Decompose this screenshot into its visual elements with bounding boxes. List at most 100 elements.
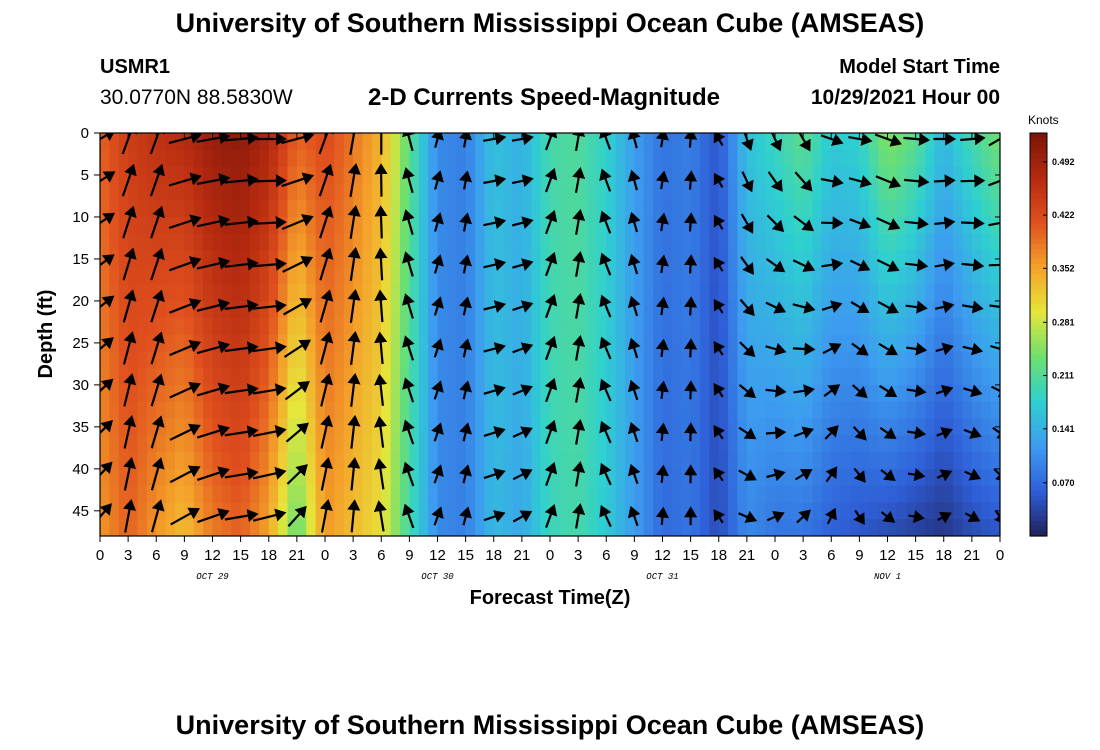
heatmap-cell [437, 133, 448, 151]
heatmap-cell [409, 233, 420, 252]
x-day-label: NOV 1 [874, 572, 901, 582]
heatmap-cell [925, 384, 935, 403]
heatmap-cell [268, 351, 279, 369]
heatmap-cell [906, 502, 917, 520]
heatmap-cell [212, 250, 223, 268]
heatmap-cell [128, 384, 139, 403]
heatmap-cell [493, 183, 504, 201]
heatmap-cell [287, 284, 298, 302]
heatmap-cell [925, 267, 935, 285]
heatmap-cell [587, 384, 598, 403]
current-vector-arrow [122, 247, 137, 281]
current-vector-arrow [168, 214, 202, 229]
heatmap-cell [418, 233, 429, 252]
heatmap-cell [484, 435, 495, 453]
heatmap-cell [925, 351, 935, 369]
heatmap-cell [146, 166, 157, 184]
heatmap-cell [906, 250, 917, 268]
heatmap-cell [718, 284, 729, 302]
heatmap-cell [212, 233, 223, 252]
heatmap-cell [756, 401, 767, 420]
heatmap-cell [850, 384, 860, 403]
heatmap-cell [146, 468, 157, 487]
heatmap-cell [381, 384, 392, 403]
current-vector-arrow [347, 457, 361, 491]
heatmap-cell [409, 200, 420, 218]
heatmap-cell [737, 435, 748, 453]
current-vector-arrow [459, 338, 473, 358]
heatmap-cell [175, 166, 185, 184]
heatmap-cell [568, 233, 579, 252]
current-vector-arrow [100, 420, 113, 435]
heatmap-cell [193, 284, 204, 302]
heatmap-cell [390, 418, 401, 436]
heatmap-cell [287, 368, 298, 386]
heatmap-cell [325, 183, 335, 201]
heatmap-cell [184, 485, 195, 504]
chart-subtitle: 2-D Currents Speed-Magnitude [368, 84, 721, 111]
heatmap-cell [353, 250, 364, 268]
colorbar-segment [1030, 349, 1047, 356]
heatmap-cell [587, 351, 598, 369]
heatmap-cell [315, 351, 326, 369]
heatmap-cell [531, 233, 542, 252]
heatmap-cell [165, 149, 176, 168]
heatmap-cell [400, 317, 410, 336]
heatmap-cell [428, 133, 439, 151]
heatmap-cell [737, 519, 748, 536]
heatmap-cell [925, 435, 935, 453]
heatmap-cell [109, 368, 120, 386]
current-vector-arrow [224, 383, 259, 397]
heatmap-cell [587, 133, 598, 151]
current-vector-arrow [252, 383, 287, 397]
heatmap-cell [831, 502, 842, 520]
heatmap-cell [559, 519, 570, 536]
heatmap-cell [250, 435, 260, 453]
colorbar-segment [1030, 369, 1047, 376]
heatmap-cell [146, 485, 157, 504]
heatmap-cell [840, 435, 851, 453]
current-vector-arrow [874, 133, 902, 147]
colorbar-tick-label: 0.141 [1052, 424, 1075, 434]
heatmap-cell [887, 166, 898, 184]
heatmap-cell [381, 267, 392, 285]
heatmap-cell [587, 166, 598, 184]
heatmap-cell [943, 317, 954, 336]
heatmap-cell [746, 418, 757, 436]
heatmap-cell [381, 519, 392, 536]
heatmap-cell [400, 267, 410, 285]
heatmap-cell [334, 284, 345, 302]
current-vector-arrow [935, 342, 954, 356]
heatmap-cell [146, 519, 157, 536]
heatmap-cell [146, 401, 157, 420]
heatmap-cell [643, 317, 654, 336]
heatmap-cell [203, 284, 214, 302]
heatmap-cell [381, 334, 392, 352]
colorbar-segment [1030, 520, 1047, 527]
heatmap-cell [400, 519, 410, 536]
heatmap-cell [203, 401, 214, 420]
heatmap-cell [812, 435, 823, 453]
heatmap-cell [550, 284, 560, 302]
current-vector-arrow [684, 380, 698, 400]
heatmap-cell [268, 401, 279, 420]
heatmap-cell [503, 149, 514, 168]
heatmap-cell [803, 452, 814, 470]
heatmap-cell [446, 485, 457, 504]
heatmap-cell [896, 334, 907, 352]
heatmap-cell [540, 435, 551, 453]
heatmap-cell [962, 351, 973, 369]
heatmap-cell [456, 300, 467, 319]
heatmap-cell [146, 334, 157, 352]
heatmap-cell [390, 452, 401, 470]
heatmap-cell [390, 200, 401, 218]
heatmap-cell [878, 166, 889, 184]
heatmap-cell [775, 267, 785, 285]
heatmap-cell [268, 149, 279, 168]
heatmap-cell [212, 149, 223, 168]
heatmap-cell [381, 317, 392, 336]
heatmap-cell [137, 250, 148, 268]
heatmap-cell [250, 519, 260, 536]
heatmap-cell [606, 485, 617, 504]
heatmap-cell [437, 368, 448, 386]
